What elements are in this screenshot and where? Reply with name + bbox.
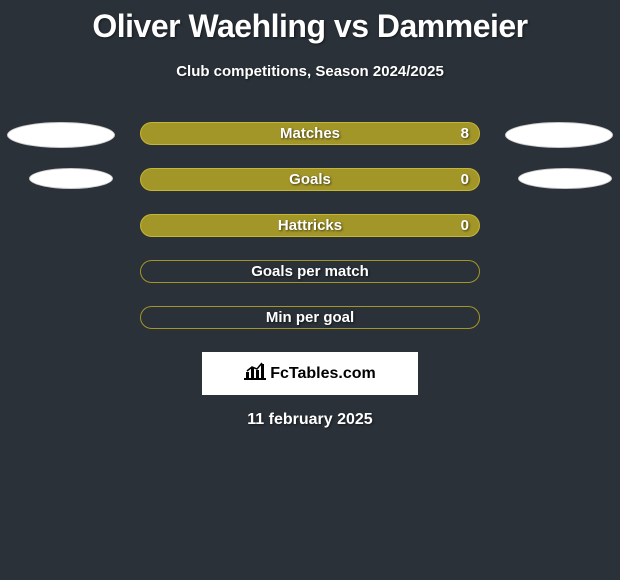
stat-bar: Min per goal bbox=[140, 306, 480, 329]
stat-label: Goals per match bbox=[251, 263, 369, 280]
logo-text: FcTables.com bbox=[270, 365, 376, 383]
stat-bar: Goals 0 bbox=[140, 168, 480, 191]
date-text: 11 february 2025 bbox=[0, 411, 620, 429]
stat-row-goals: Goals 0 bbox=[0, 168, 620, 192]
subtitle: Club competitions, Season 2024/2025 bbox=[0, 63, 620, 80]
stat-bar: Matches 8 bbox=[140, 122, 480, 145]
stat-value: 8 bbox=[461, 125, 469, 142]
stat-row-hattricks: Hattricks 0 bbox=[0, 214, 620, 238]
stat-label: Goals bbox=[289, 171, 331, 188]
stat-label: Hattricks bbox=[278, 217, 342, 234]
stats-container: Matches 8 Goals 0 Hattricks 0 Goals per … bbox=[0, 122, 620, 330]
stat-label: Min per goal bbox=[266, 309, 354, 326]
stat-row-min-per-goal: Min per goal bbox=[0, 306, 620, 330]
stat-value: 0 bbox=[461, 171, 469, 188]
logo-box: FcTables.com bbox=[202, 352, 418, 395]
stat-value: 0 bbox=[461, 217, 469, 234]
stat-bar: Hattricks 0 bbox=[140, 214, 480, 237]
stat-label: Matches bbox=[280, 125, 340, 142]
page-title: Oliver Waehling vs Dammeier bbox=[0, 0, 620, 45]
stat-bar: Goals per match bbox=[140, 260, 480, 283]
stat-row-matches: Matches 8 bbox=[0, 122, 620, 146]
chart-icon bbox=[244, 362, 266, 385]
stat-row-goals-per-match: Goals per match bbox=[0, 260, 620, 284]
